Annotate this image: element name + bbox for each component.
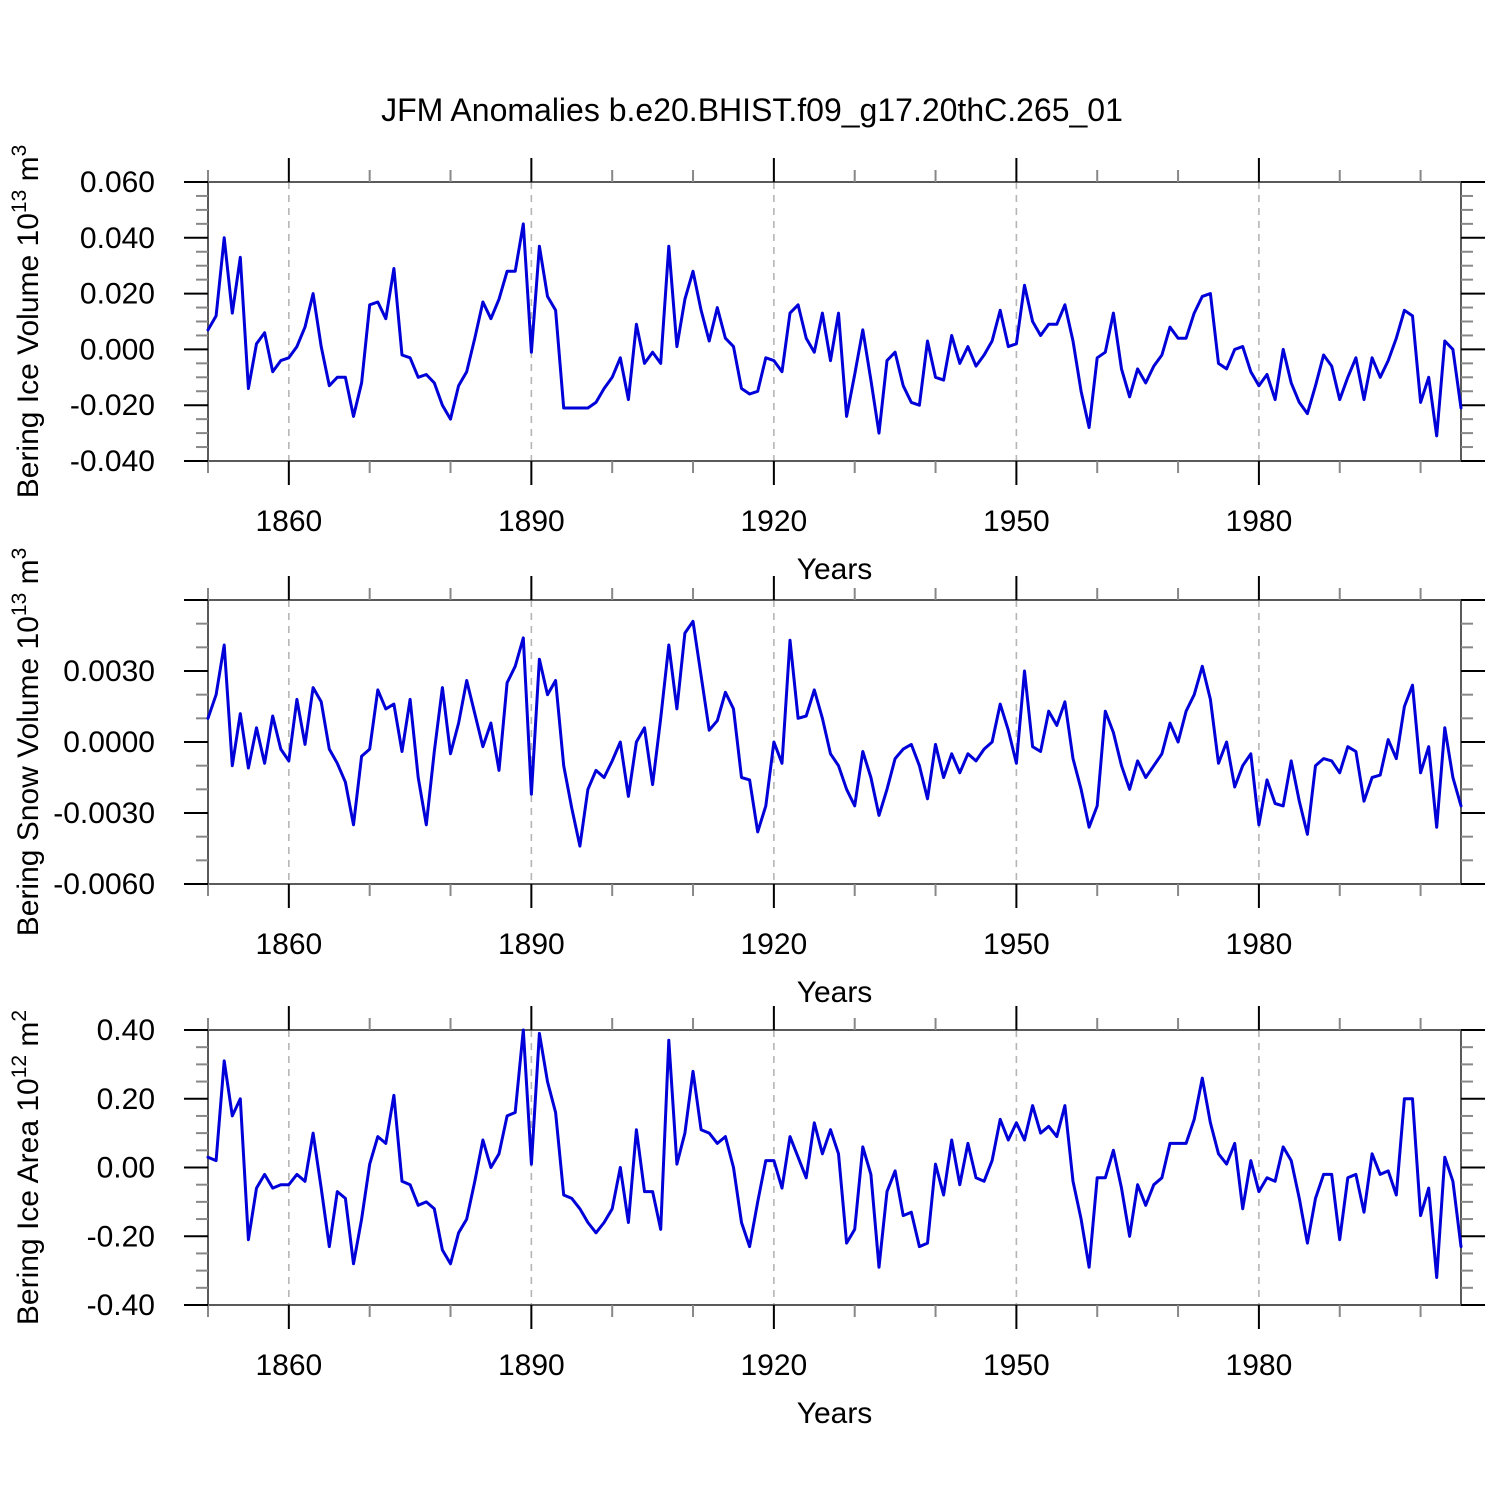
x-axis-label: Years — [797, 553, 873, 586]
x-tick-label: 1950 — [983, 1349, 1050, 1382]
x-tick-label: 1920 — [740, 505, 807, 538]
panel-bering-snow-volume: 1860 1890 1920 1950 1980 Years 0.0030 0.0000 -0.… — [8, 548, 1485, 1009]
panel-bering-ice-area: 1860 1890 1920 1950 1980 Years 0.40 0.20 0.00 -0.… — [8, 1006, 1485, 1430]
x-tick-label: 1890 — [498, 928, 565, 961]
data-line-bering-ice-volume — [206, 222, 1463, 438]
data-line-bering-snow-volume — [206, 619, 1463, 848]
figure-title: JFM Anomalies b.e20.BHIST.f09_g17.20thC.… — [381, 92, 1123, 128]
y-tick-label: -0.040 — [70, 445, 155, 478]
x-axis-label: Years — [797, 976, 873, 1009]
y-tick-label: 0.000 — [80, 333, 155, 366]
x-tick-label: 1920 — [740, 1349, 807, 1382]
y-tick-label: -0.20 — [87, 1220, 155, 1253]
plot-frame — [207, 181, 1462, 462]
y-tick-label: 0.0030 — [63, 655, 155, 688]
panel-bering-ice-volume: 1860 1890 1920 1950 1980 Years 0.060 0.040 0.020… — [8, 145, 1485, 586]
y-tick-label: 0.040 — [80, 222, 155, 255]
x-tick-label: 1980 — [1226, 1349, 1293, 1382]
y-tick-label: -0.40 — [87, 1289, 155, 1322]
y-axis-label: Bering Ice Volume 1013 m3 — [8, 145, 45, 499]
y-tick-label: 0.40 — [97, 1014, 155, 1047]
plot-frame — [207, 599, 1462, 885]
x-tick-label: 1980 — [1226, 928, 1293, 961]
x-axis-label: Years — [797, 1397, 873, 1430]
x-tick-label: 1860 — [255, 505, 322, 538]
y-tick-label: -0.0060 — [53, 868, 155, 901]
x-tick-label: 1950 — [983, 505, 1050, 538]
y-axis-label: Bering Snow Volume 1013 m3 — [8, 548, 45, 937]
panels-group: 1860 1890 1920 1950 1980 Years 0.060 0.040 0.020… — [8, 145, 1485, 1430]
x-tick-label: 1890 — [498, 505, 565, 538]
plot-frame — [207, 1029, 1462, 1306]
x-tick-label: 1890 — [498, 1349, 565, 1382]
x-tick-label: 1950 — [983, 928, 1050, 961]
y-tick-label: 0.20 — [97, 1083, 155, 1116]
y-tick-label: 0.020 — [80, 278, 155, 311]
x-tick-label: 1920 — [740, 928, 807, 961]
y-axis-label: Bering Ice Area 1012 m2 — [8, 1010, 45, 1325]
y-tick-label: 0.060 — [80, 166, 155, 199]
x-tick-label: 1860 — [255, 928, 322, 961]
x-tick-label: 1860 — [255, 1349, 322, 1382]
y-tick-label: -0.0030 — [53, 797, 155, 830]
y-tick-label: 0.00 — [97, 1152, 155, 1185]
x-tick-label: 1980 — [1226, 505, 1293, 538]
data-line-bering-ice-area — [206, 1028, 1463, 1279]
y-tick-label: -0.020 — [70, 389, 155, 422]
y-tick-label: 0.0000 — [63, 726, 155, 759]
